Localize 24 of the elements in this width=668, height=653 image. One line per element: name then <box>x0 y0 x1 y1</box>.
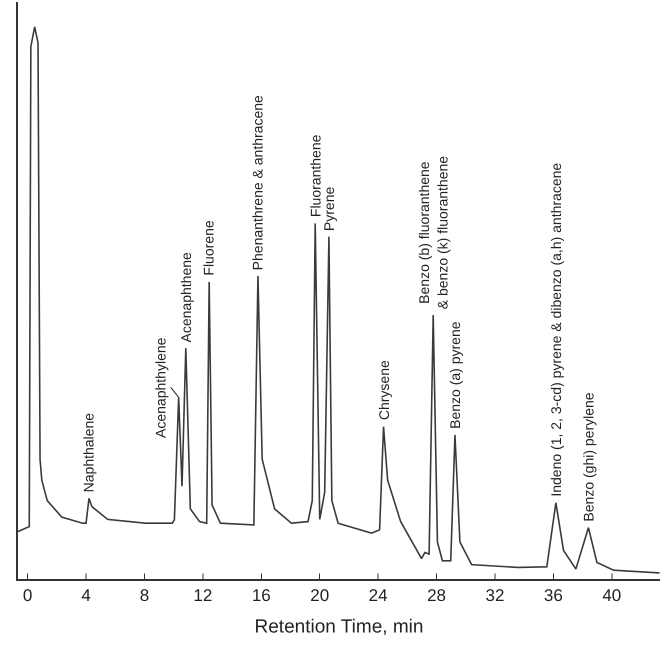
annotation: Acenaphthene <box>178 252 194 342</box>
x-tick-label: 36 <box>544 586 563 606</box>
x-tick-label: 20 <box>310 586 330 606</box>
annotation: Benzo (b) fluoranthene & benzo (k) fluoranthene <box>416 156 450 310</box>
annotation: Chrysene <box>376 360 392 420</box>
annotation: Fluorene <box>200 220 217 276</box>
x-tick-label: 12 <box>193 586 212 606</box>
x-tick-label: 8 <box>140 586 150 606</box>
x-tick-label: 24 <box>368 586 388 606</box>
annotation: Indeno (1, 2, 3-cd) pyrene & dibenzo (a,h) anthracene <box>548 162 564 497</box>
x-tick-label: 32 <box>486 586 504 606</box>
annotation: Pyrene <box>320 186 337 232</box>
x-tick-label: 16 <box>252 586 271 606</box>
annotation: Benzo (a) pyrene <box>447 321 464 429</box>
x-axis-title: Retention Time, min <box>254 616 424 638</box>
annotation: Naphthalene <box>80 412 97 492</box>
x-tick-label: 40 <box>602 586 622 606</box>
x-tick-label: 4 <box>81 586 91 606</box>
annotation: Acenaphthylene <box>152 337 168 438</box>
x-tick-label: 0 <box>22 586 32 606</box>
annotation: Phenanthrene & anthracene <box>250 94 266 270</box>
annotation: Benzo (ghi) perylene <box>580 392 596 522</box>
annotation: Fluoranthene <box>307 134 324 218</box>
x-tick-label: 28 <box>427 586 446 606</box>
